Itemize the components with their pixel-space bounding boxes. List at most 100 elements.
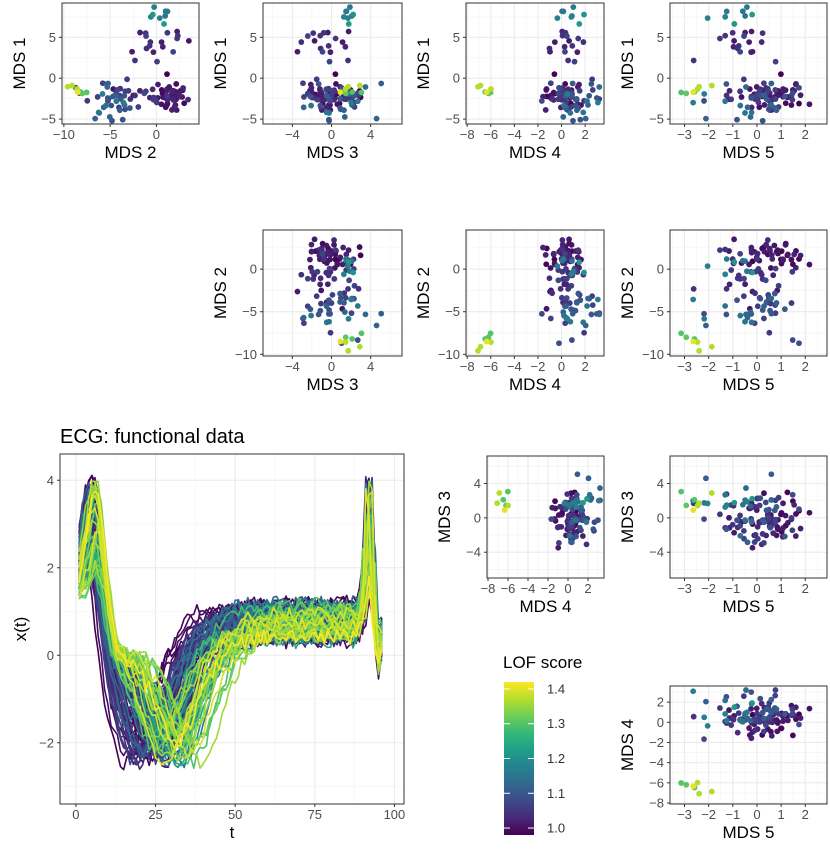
x-tick-label: −1	[725, 359, 740, 374]
data-point	[343, 251, 350, 258]
data-point	[755, 265, 762, 272]
data-point	[342, 294, 349, 301]
data-point	[767, 265, 774, 271]
x-tick-label: −3	[677, 581, 692, 596]
x-tick-label: −4	[507, 127, 522, 142]
data-point	[772, 96, 779, 102]
data-point	[337, 89, 344, 96]
data-point	[768, 102, 775, 108]
data-point	[722, 98, 729, 105]
data-point	[773, 299, 780, 306]
data-point	[137, 29, 143, 36]
x-tick-label: 100	[384, 807, 406, 822]
data-point	[780, 718, 786, 725]
data-point	[547, 315, 554, 322]
data-point	[494, 500, 501, 507]
data-point	[331, 276, 338, 282]
data-point	[740, 527, 747, 534]
data-point	[761, 102, 768, 108]
data-point	[723, 526, 730, 533]
data-point	[748, 735, 755, 742]
data-point	[704, 500, 711, 507]
data-point	[761, 519, 767, 526]
points	[64, 4, 192, 124]
x-tick-label: 25	[148, 807, 162, 822]
data-point	[575, 35, 582, 42]
data-point	[356, 244, 363, 250]
data-point	[177, 93, 183, 100]
data-point	[580, 319, 587, 326]
data-point	[748, 95, 755, 101]
data-point	[576, 87, 583, 94]
y-axis-title: MDS 1	[618, 38, 637, 90]
data-point	[159, 43, 166, 50]
data-point	[728, 722, 735, 728]
data-point	[748, 28, 755, 35]
data-point	[744, 498, 750, 505]
data-point	[770, 272, 777, 279]
data-point	[310, 30, 317, 37]
data-point	[723, 285, 730, 292]
data-point	[683, 781, 690, 788]
data-point	[317, 275, 324, 282]
data-point	[742, 318, 748, 325]
data-point	[738, 94, 745, 100]
panel-border	[669, 455, 828, 579]
data-point	[775, 250, 781, 257]
data-point	[723, 256, 730, 262]
data-point	[185, 96, 191, 103]
data-point	[782, 512, 789, 519]
data-point	[766, 245, 773, 252]
data-point	[556, 540, 562, 546]
data-point	[597, 485, 603, 491]
functional-plot-title: ECG: functional data	[60, 426, 245, 448]
legend-title: LOF score	[503, 653, 582, 672]
data-point	[564, 91, 571, 97]
data-point	[483, 89, 490, 96]
data-point	[566, 236, 572, 243]
data-point	[764, 237, 771, 243]
data-point	[690, 507, 697, 513]
data-point	[350, 269, 357, 276]
y-tick-label: −2	[649, 735, 664, 750]
data-point	[789, 268, 796, 275]
x-tick-label: 4	[367, 127, 374, 142]
scatter-panel-p45: −3 −2 −1 0 1 2 −8 −6 −4 −2 0 2 MDS 5 MDS 4	[618, 685, 828, 842]
data-point	[774, 524, 781, 530]
data-point	[742, 110, 748, 116]
data-point	[568, 337, 575, 343]
data-point	[163, 87, 170, 94]
data-point	[759, 709, 766, 716]
data-point	[722, 271, 729, 278]
data-point	[567, 110, 574, 116]
data-point	[318, 287, 325, 294]
data-point	[722, 13, 729, 20]
data-point	[563, 275, 570, 282]
panel-border	[669, 685, 828, 805]
data-point	[770, 530, 777, 537]
data-point	[678, 330, 685, 337]
data-point	[717, 247, 723, 254]
data-point	[161, 21, 167, 27]
data-point	[307, 306, 314, 313]
data-point	[749, 711, 756, 718]
data-point	[320, 29, 327, 36]
data-point	[562, 250, 568, 257]
data-point	[737, 102, 744, 109]
data-point	[488, 86, 494, 92]
data-point	[773, 504, 780, 510]
x-tick-label: −8	[460, 127, 475, 142]
data-point	[308, 241, 315, 248]
data-point	[791, 251, 798, 258]
data-point	[734, 116, 740, 123]
data-point	[784, 519, 791, 526]
x-tick-label: −2	[701, 359, 716, 374]
data-point	[343, 8, 349, 15]
data-point	[792, 533, 799, 539]
data-point	[569, 258, 575, 265]
data-point	[678, 488, 685, 495]
x-tick-label: 2	[584, 581, 591, 596]
data-point	[326, 58, 333, 65]
data-point	[313, 76, 320, 83]
